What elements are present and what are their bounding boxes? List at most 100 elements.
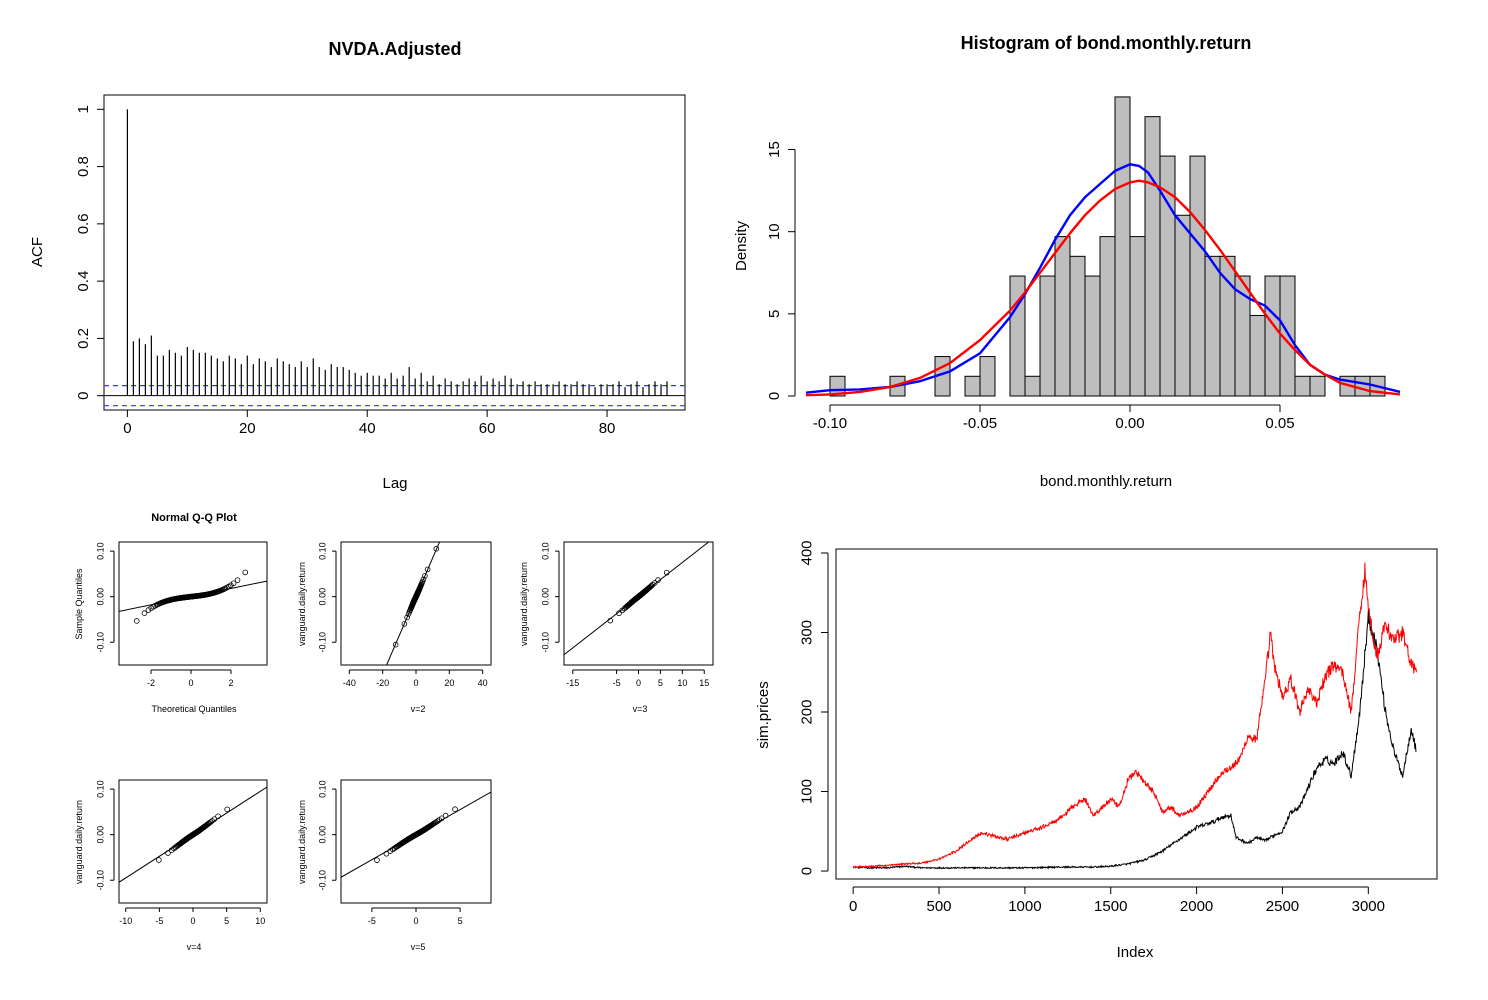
qq-x-tick-label: -2: [147, 678, 155, 688]
qq-x-tick-label: 0: [188, 678, 193, 688]
acf-y-tick-label: 0.6: [75, 213, 92, 234]
hist-bar: [1054, 236, 1071, 397]
hist-bar: [1264, 275, 1281, 397]
hist-x-tick-label: -0.05: [963, 415, 997, 432]
qq-points: [119, 569, 267, 624]
hist-bar: [1219, 255, 1236, 397]
hist-bar: [1189, 155, 1206, 397]
qq-normal-panel: Normal Q-Q Plot Theoretical Quantiles Sa…: [74, 512, 268, 714]
qq-y-tick-label: -0.10: [317, 632, 327, 653]
qq-point: [420, 576, 427, 583]
qq-point: [156, 857, 162, 863]
sim-y-tick-label: 0: [799, 867, 816, 875]
qq-plot-frame: [563, 541, 714, 666]
qq-x-tick-label: 15: [699, 678, 709, 688]
sim-y-tick-label: 200: [799, 699, 816, 724]
hist-bar: [1309, 375, 1326, 397]
qq-y-tick-label: 0.00: [95, 826, 105, 844]
sim-x-tick-label: 2000: [1180, 898, 1213, 915]
qq-point: [452, 806, 458, 812]
hist-x-tick-label: -0.10: [813, 415, 847, 432]
hist-bar: [1294, 375, 1311, 397]
qq-x-tick-label: 0: [636, 678, 641, 688]
qq-normal-xlabel: Theoretical Quantiles: [151, 704, 237, 714]
sim-x-tick-label: 1000: [1008, 898, 1041, 915]
sim-y-tick-label: 300: [799, 620, 816, 645]
hist-bar: [1114, 96, 1131, 397]
sim-lines: [852, 562, 1417, 870]
histogram-panel: Histogram of bond.monthly.return bond.mo…: [733, 33, 1401, 490]
sim-y-tick-label: 100: [799, 779, 816, 804]
qq-y-tick-label: -0.10: [95, 870, 105, 891]
hist-y-tick-label: 10: [766, 223, 783, 240]
sim-axes: 0 500 1000 1500 2000 2500 3000 0 100 200 300 400: [799, 540, 1385, 915]
acf-x-tick-label: 40: [359, 420, 376, 437]
hist-normal-curve-red: [805, 179, 1401, 397]
qq-t5-ylabel: vanguard.daily.return: [297, 800, 307, 884]
qq-t4-plot: -10 -5 0 5 10 -0.10 0.00 0.10: [95, 779, 268, 926]
qq-plot-frame: [340, 541, 492, 666]
acf-title: NVDA.Adjusted: [328, 39, 461, 59]
sim-x-tick-label: 1500: [1094, 898, 1127, 915]
sim-y-tick-label: 400: [799, 540, 816, 565]
qq-x-tick-label: 2: [228, 678, 233, 688]
qq-point: [141, 610, 148, 616]
hist-x-tick-label: 0.05: [1265, 415, 1294, 432]
qq-point: [227, 582, 234, 589]
acf-panel: NVDA.Adjusted Lag ACF 0 20 40 60 80 0 0.2 0.4 0.…: [29, 39, 686, 492]
hist-title: Histogram of bond.monthly.return: [961, 33, 1252, 53]
qq-y-tick-label: 0.10: [317, 780, 327, 798]
qq-y-tick-label: -0.10: [95, 632, 105, 653]
qq-points: [386, 542, 441, 665]
qq-y-tick-label: 0.10: [317, 542, 327, 560]
qq-point: [422, 573, 428, 579]
qq-point: [224, 806, 230, 813]
qq-point: [648, 583, 655, 589]
hist-axes: -0.10 -0.05 0.00 0.05 0 5 10 15: [766, 141, 1294, 432]
qq-point: [655, 577, 661, 583]
qq-plot-frame: [118, 541, 268, 666]
qq-y-tick-label: 0.00: [317, 588, 327, 606]
qq-y-tick-label: -0.10: [317, 870, 327, 891]
qq-y-tick-label: 0.10: [95, 542, 105, 560]
qq-x-tick-label: -5: [155, 916, 163, 926]
hist-density-curve-blue: [805, 163, 1401, 394]
acf-bars: [104, 109, 685, 407]
qq-t2-xlabel: v=2: [411, 704, 426, 714]
qq-point: [207, 819, 214, 825]
acf-y-tick-label: 0.2: [75, 328, 92, 349]
hist-bar: [1099, 236, 1116, 397]
qq-x-tick-label: 0: [190, 916, 195, 926]
acf-x-tick-label: 60: [479, 420, 496, 437]
sim-series-black: [853, 610, 1417, 870]
qq-t2-ylabel: vanguard.daily.return: [297, 562, 307, 646]
qq-normal-plot: -2 0 2 -0.10 0.00 0.10: [95, 541, 268, 688]
hist-y-tick-label: 5: [766, 310, 783, 318]
qq-y-tick-label: 0.00: [540, 588, 550, 606]
qq-x-tick-label: 0: [413, 678, 418, 688]
qq-point: [663, 569, 670, 576]
qq-y-tick-label: -0.10: [540, 632, 550, 653]
sim-series-red: [852, 562, 1417, 869]
hist-y-tick-label: 15: [766, 141, 783, 158]
qq-point: [165, 850, 171, 856]
qq-x-tick-label: 0: [413, 916, 418, 926]
qq-x-tick-label: 20: [444, 678, 454, 688]
qq-x-tick-label: 40: [478, 678, 488, 688]
qq-t3-ylabel: vanguard.daily.return: [519, 562, 529, 646]
hist-bar: [1354, 375, 1371, 397]
qq-t4-ylabel: vanguard.daily.return: [74, 800, 84, 884]
qq-t4-panel: v=4 vanguard.daily.return -10 -5 0 5 10 -0.10…: [74, 779, 268, 952]
qq-normal-ylabel: Sample Quantiles: [74, 568, 84, 640]
qq-t3-plot: -15 -5 0 5 10 15 -0.10 0.00 0.10: [540, 541, 714, 688]
qq-point: [242, 569, 249, 576]
qq-x-tick-label: 5: [458, 916, 463, 926]
sim-xlabel: Index: [1117, 944, 1154, 961]
qq-point: [424, 566, 431, 573]
qq-t3-xlabel: v=3: [633, 704, 648, 714]
qq-point: [133, 618, 140, 624]
qq-x-tick-label: -15: [566, 678, 579, 688]
acf-y-tick-label: 0: [75, 392, 92, 400]
acf-x-tick-label: 80: [599, 420, 616, 437]
qq-point: [392, 641, 399, 648]
